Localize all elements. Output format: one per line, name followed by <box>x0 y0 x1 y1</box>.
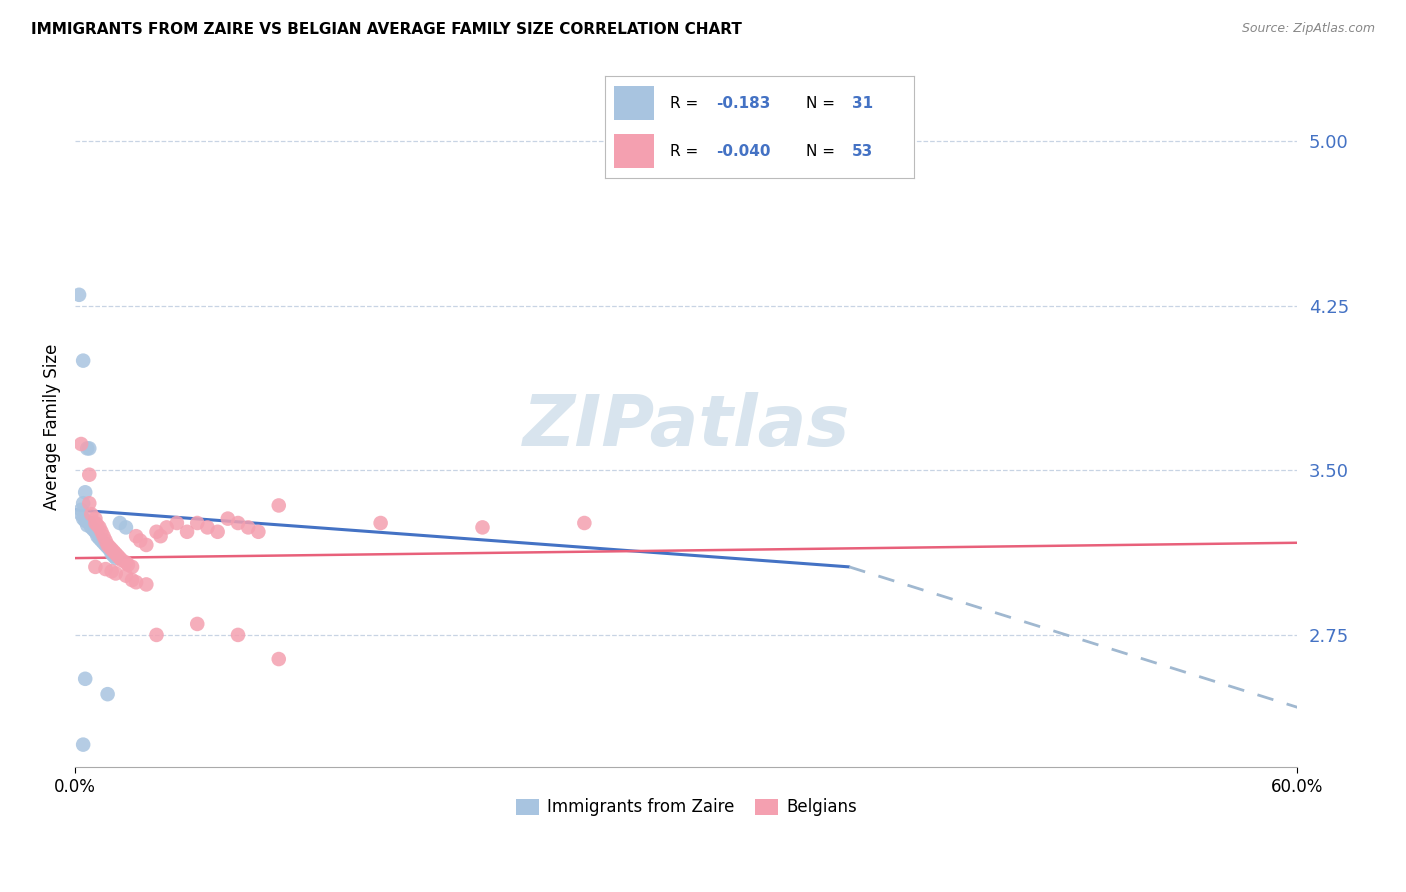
Point <box>84 511 107 525</box>
Point <box>84 516 107 530</box>
Point <box>103 549 125 563</box>
Point <box>72 353 94 368</box>
Point <box>104 547 127 561</box>
Point <box>267 652 290 666</box>
Point <box>107 549 129 563</box>
Point <box>89 532 111 546</box>
Point <box>156 520 179 534</box>
Point <box>471 520 494 534</box>
Point <box>145 628 167 642</box>
Point <box>186 516 208 530</box>
Point <box>80 520 103 534</box>
Point <box>76 518 98 533</box>
Point <box>97 540 120 554</box>
Point <box>75 514 97 528</box>
Point <box>80 507 103 521</box>
Point <box>115 568 138 582</box>
Point <box>186 616 208 631</box>
Point <box>115 520 138 534</box>
Text: N =: N = <box>806 95 839 111</box>
Point <box>226 628 249 642</box>
Point <box>75 672 97 686</box>
Text: IMMIGRANTS FROM ZAIRE VS BELGIAN AVERAGE FAMILY SIZE CORRELATION CHART: IMMIGRANTS FROM ZAIRE VS BELGIAN AVERAGE… <box>31 22 742 37</box>
Text: R =: R = <box>669 144 703 159</box>
Point <box>121 560 143 574</box>
Point <box>93 529 115 543</box>
Point <box>370 516 392 530</box>
Point <box>226 516 249 530</box>
Point <box>77 496 100 510</box>
Point <box>207 524 229 539</box>
Point <box>93 535 115 549</box>
Text: ZIPatlas: ZIPatlas <box>523 392 849 461</box>
Point <box>98 540 121 554</box>
Point <box>77 516 100 530</box>
Point <box>89 520 111 534</box>
Text: -0.040: -0.040 <box>716 144 770 159</box>
Point <box>176 524 198 539</box>
Point <box>238 520 260 534</box>
Point <box>94 562 117 576</box>
Point <box>115 556 138 570</box>
Bar <box>614 135 654 168</box>
Text: 53: 53 <box>852 144 873 159</box>
Point <box>76 442 98 456</box>
Point <box>108 516 131 530</box>
Point <box>104 551 127 566</box>
Point <box>121 573 143 587</box>
Point <box>70 437 93 451</box>
Point <box>104 566 127 581</box>
Text: Source: ZipAtlas.com: Source: ZipAtlas.com <box>1241 22 1375 36</box>
Text: R =: R = <box>669 95 703 111</box>
Point <box>108 551 131 566</box>
Point <box>72 496 94 510</box>
Point <box>197 520 219 534</box>
Point <box>90 533 112 548</box>
Point <box>86 518 108 533</box>
Point <box>70 507 93 521</box>
Point <box>135 538 157 552</box>
Point <box>97 687 120 701</box>
Point <box>247 524 270 539</box>
Point <box>129 533 152 548</box>
Point <box>72 738 94 752</box>
Point <box>97 538 120 552</box>
Legend: Immigrants from Zaire, Belgians: Immigrants from Zaire, Belgians <box>509 791 863 822</box>
Point <box>125 575 148 590</box>
Point <box>82 523 104 537</box>
Point <box>98 542 121 557</box>
Bar <box>614 87 654 120</box>
Point <box>77 467 100 482</box>
Point <box>267 499 290 513</box>
Point <box>217 511 239 525</box>
Point <box>75 485 97 500</box>
Point <box>84 560 107 574</box>
Y-axis label: Average Family Size: Average Family Size <box>44 343 60 509</box>
Point <box>86 529 108 543</box>
Point <box>111 553 134 567</box>
Point <box>94 538 117 552</box>
Point <box>100 564 122 578</box>
Point <box>103 544 125 558</box>
Point <box>117 558 139 572</box>
Point <box>77 442 100 456</box>
Point <box>100 542 122 557</box>
Point <box>94 533 117 548</box>
Point <box>166 516 188 530</box>
Text: 31: 31 <box>852 95 873 111</box>
Point <box>70 503 93 517</box>
Point <box>97 792 120 806</box>
Point <box>90 524 112 539</box>
Point <box>67 288 90 302</box>
Text: N =: N = <box>806 144 839 159</box>
Point <box>72 511 94 525</box>
Point <box>84 524 107 539</box>
Text: -0.183: -0.183 <box>716 95 770 111</box>
Point <box>100 547 122 561</box>
Point <box>149 529 172 543</box>
Point <box>135 577 157 591</box>
Point <box>145 524 167 539</box>
Point <box>574 516 596 530</box>
Point <box>125 529 148 543</box>
